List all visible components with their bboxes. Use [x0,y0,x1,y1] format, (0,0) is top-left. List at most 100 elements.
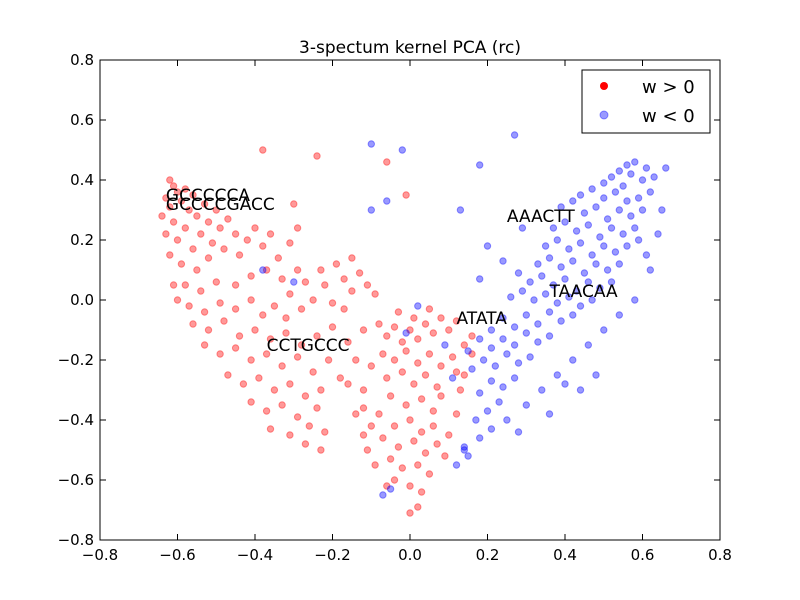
point-negative-26 [619,230,627,238]
point-positive-90 [255,374,263,382]
point-negative-22 [580,209,589,217]
point-positive-164 [414,503,422,511]
point-negative-27 [607,224,616,232]
point-negative-49 [607,278,616,286]
point-positive-56 [321,281,329,289]
point-positive-38 [262,266,271,274]
point-negative-7 [619,182,627,190]
point-negative-61 [553,299,561,307]
point-positive-71 [266,335,275,343]
point-positive-11 [193,212,201,220]
point-positive-100 [266,425,275,433]
point-negative-65 [507,293,515,301]
x-tick-label: 0.4 [553,546,577,564]
point-positive-86 [324,356,333,364]
point-positive-110 [259,146,267,154]
point-negative-120 [510,131,519,139]
point-negative-75 [534,338,542,346]
point-negative-100 [522,401,530,409]
point-positive-98 [293,413,302,421]
x-tick-label: 0.0 [398,546,422,564]
point-negative-17 [638,206,647,214]
point-positive-97 [278,401,286,409]
point-positive-170 [359,431,368,439]
point-negative-81 [464,347,472,355]
point-positive-123 [429,329,437,337]
point-negative-62 [541,290,550,298]
point-positive-25 [177,260,186,268]
point-positive-168 [363,446,372,454]
point-positive-80 [231,344,240,352]
point-positive-175 [452,368,461,376]
point-negative-38 [565,245,573,253]
point-negative-103 [569,356,577,364]
point-positive-24 [166,251,174,259]
point-positive-55 [309,296,317,304]
legend-marker-negative [599,110,609,120]
annotation-label: GCCCCCA [166,186,251,206]
axis-ticks: −0.8 −0.6 −0.4 −0.2 0.0 0.2 0.4 0.6 0.8 −0.8 −0.6 −… [58,51,732,564]
point-positive-37 [278,275,286,283]
point-positive-125 [445,326,453,334]
point-negative-24 [557,203,565,211]
point-negative-70 [522,311,530,319]
point-positive-36 [293,266,302,274]
x-tick-label: −0.2 [314,546,350,564]
point-negative-45 [569,257,577,265]
point-positive-49 [231,305,240,313]
point-negative-86 [479,356,488,364]
point-positive-23 [189,245,197,253]
point-positive-155 [433,440,441,448]
point-negative-60 [565,293,573,301]
point-negative-13 [611,188,620,196]
point-negative-10 [646,188,654,196]
annotation-label: TAACAA [549,282,618,302]
point-negative-36 [588,251,596,259]
point-positive-163 [383,482,391,490]
point-positive-124 [437,314,445,322]
point-negative-5 [627,170,635,178]
y-tick-label: −0.6 [58,471,94,489]
point-positive-174 [456,386,465,394]
point-positive-26 [193,266,201,274]
point-positive-156 [386,455,395,463]
point-positive-73 [297,341,306,349]
point-negative-43 [592,260,600,268]
point-negative-137 [441,341,449,349]
point-negative-134 [379,491,387,499]
point-negative-42 [603,266,612,274]
point-negative-77 [510,341,519,349]
point-positive-58 [301,278,310,286]
point-negative-40 [541,242,550,250]
point-negative-102 [553,371,561,379]
point-positive-107 [286,290,294,298]
point-positive-134 [460,341,468,349]
point-negative-32 [549,224,558,232]
point-negative-2 [631,158,639,166]
point-negative-14 [600,194,608,202]
point-positive-120 [406,326,414,334]
point-negative-55 [538,272,546,280]
x-tick-label: 0.8 [708,546,732,564]
point-negative-115 [576,386,585,394]
point-positive-67 [204,326,213,334]
point-positive-104 [321,428,329,436]
point-negative-29 [584,221,592,229]
y-tick-label: 0.0 [70,291,94,309]
point-positive-60 [332,260,341,268]
x-tick-label: 0.6 [631,546,655,564]
point-positive-129 [402,347,410,355]
point-negative-74 [545,332,554,340]
point-positive-121 [414,335,422,343]
point-negative-58 [588,296,596,304]
point-positive-13 [181,224,190,232]
point-positive-51 [259,311,267,319]
point-negative-119 [514,428,523,436]
point-positive-77 [359,326,368,334]
point-positive-165 [406,509,414,517]
point-positive-135 [468,332,476,340]
point-negative-4 [638,176,647,184]
point-positive-53 [282,314,290,322]
point-negative-98 [464,452,472,460]
